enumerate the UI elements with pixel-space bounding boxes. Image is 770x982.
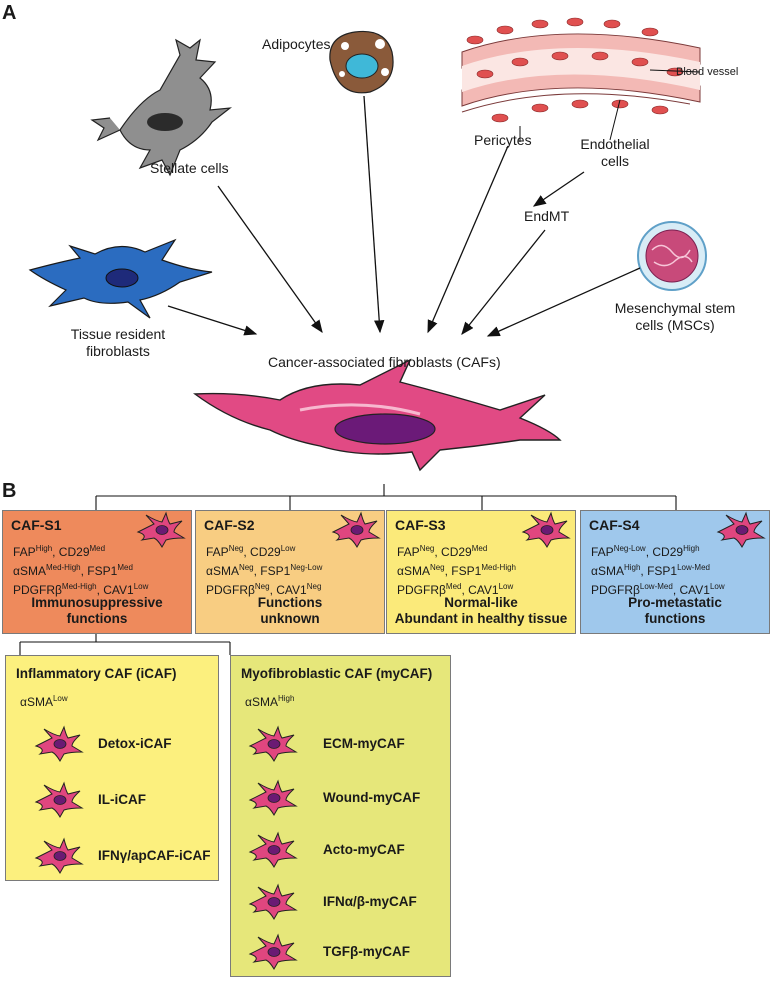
- endothelial-label-line1: Endothelial: [580, 136, 650, 152]
- caf-subset-title: CAF-S2: [204, 517, 255, 533]
- tissue-label-line1: Tissue resident: [70, 326, 166, 342]
- msc-label-line1: Mesenchymal stem: [614, 300, 736, 316]
- caf-cell-illustration: [193, 358, 562, 472]
- caf-label: Cancer-associated fibroblasts (CAFs): [268, 354, 501, 370]
- marker-line: αSMANeg, FSP1Med-High: [397, 563, 517, 578]
- arrow-pericytes: [427, 145, 509, 334]
- mycaf-marker-name: αSMA: [245, 695, 278, 709]
- icaf-marker-name: αSMA: [20, 695, 53, 709]
- mycaf-marker-level: High: [277, 694, 295, 703]
- icaf-box: Inflammatory CAF (iCAF) αSMALow Detox-iC…: [5, 655, 219, 881]
- mycaf-item: Acto-myCAF: [323, 842, 405, 857]
- icaf-item: IL-iCAF: [98, 792, 146, 807]
- marker-line: PDGFRβMed, CAV1Low: [397, 582, 514, 597]
- mycaf-item: IFNα/β-myCAF: [323, 894, 417, 909]
- endothelial-label: Endothelial cells: [570, 136, 660, 170]
- mycaf-box: Myofibroblastic CAF (myCAF) αSMAHigh ECM…: [230, 655, 451, 977]
- adipocytes-label: Adipocytes: [262, 36, 331, 52]
- marker-line: αSMANeg, FSP1Neg-Low: [206, 563, 323, 578]
- icaf-item: IFNγ/apCAF-iCAF: [98, 848, 211, 863]
- icaf-marker-level: Low: [52, 694, 68, 703]
- caf-subset-markers: FAPNeg, CD29Med αSMANeg, FSP1Med-High PDGF…: [397, 541, 516, 598]
- tissue-fibroblast-label: Tissue resident fibroblasts: [48, 326, 188, 360]
- adipocyte-illustration: [329, 30, 394, 94]
- caf-subset-function: Normal-like Abundant in healthy tissue: [394, 595, 568, 626]
- caf-subset-function: Pro-metastatic functions: [628, 595, 722, 626]
- arrow-endothelial: [532, 171, 585, 207]
- mycaf-marker: αSMAHigh: [245, 694, 294, 709]
- msc-label: Mesenchymal stem cells (MSCs): [600, 300, 750, 334]
- marker-line: FAPNeg, CD29Med: [397, 544, 488, 559]
- caf-subset-function: Functions unknown: [257, 595, 323, 626]
- mycaf-item: Wound-myCAF: [323, 790, 421, 805]
- arrow-endmt: [461, 229, 546, 336]
- arrow-tissue: [167, 305, 258, 336]
- caf-subset-markers: FAPHigh, CD29Med αSMAMed-High, FSP1Med PDG…: [13, 541, 148, 598]
- mycaf-item: TGFβ-myCAF: [323, 944, 410, 959]
- msc-label-line2: cells (MSCs): [635, 317, 715, 333]
- arrow-msc: [486, 267, 641, 337]
- stellate-cell-illustration: [90, 38, 233, 177]
- caf-subset-title: CAF-S1: [11, 517, 62, 533]
- mycaf-item: ECM-myCAF: [323, 736, 405, 751]
- mycaf-title: Myofibroblastic CAF (myCAF): [241, 666, 433, 681]
- marker-line: PDGFRβNeg, CAV1Neg: [206, 582, 322, 597]
- blood-vessel-label: Blood vessel: [676, 66, 739, 78]
- icaf-item: Detox-iCAF: [98, 736, 172, 751]
- tissue-label-line2: fibroblasts: [86, 343, 150, 359]
- endmt-label: EndMT: [524, 208, 570, 224]
- stellate-label: Stellate cells: [150, 160, 229, 176]
- arrow-adipocytes: [363, 95, 385, 334]
- panel-a-label: A: [2, 2, 17, 24]
- caf-subset-markers: FAPNeg-Low, CD29High αSMAHigh, FSP1Low-Me…: [591, 541, 725, 598]
- marker-line: FAPNeg, CD29Low: [206, 544, 296, 559]
- caf-subset-markers: FAPNeg, CD29Low αSMANeg, FSP1Neg-Low PDGFR…: [206, 541, 322, 598]
- caf-subset-function: Immunosuppressive functions: [31, 595, 163, 626]
- arrow-stellate: [217, 185, 323, 334]
- marker-line: αSMAMed-High, FSP1Med: [13, 563, 133, 578]
- pericytes-label: Pericytes: [474, 132, 532, 148]
- icaf-title: Inflammatory CAF (iCAF): [16, 666, 177, 681]
- panel-b-label: B: [2, 480, 17, 502]
- marker-line: FAPHigh, CD29Med: [13, 544, 106, 559]
- marker-line: PDGFRβMed-High, CAV1Low: [13, 582, 149, 597]
- marker-line: FAPNeg-Low, CD29High: [591, 544, 700, 559]
- msc-illustration: [637, 221, 707, 291]
- caf-subset-title: CAF-S4: [589, 517, 640, 533]
- icaf-marker: αSMALow: [20, 694, 68, 709]
- tissue-fibroblast-illustration: [28, 238, 213, 319]
- marker-line: αSMAHigh, FSP1Low-Med: [591, 563, 710, 578]
- tree-connectors: [19, 484, 677, 655]
- caf-subset-title: CAF-S3: [395, 517, 446, 533]
- blood-vessel-illustration: [461, 17, 701, 123]
- marker-line: PDGFRβLow-Med, CAV1Low: [591, 582, 725, 597]
- endothelial-label-line2: cells: [600, 153, 629, 169]
